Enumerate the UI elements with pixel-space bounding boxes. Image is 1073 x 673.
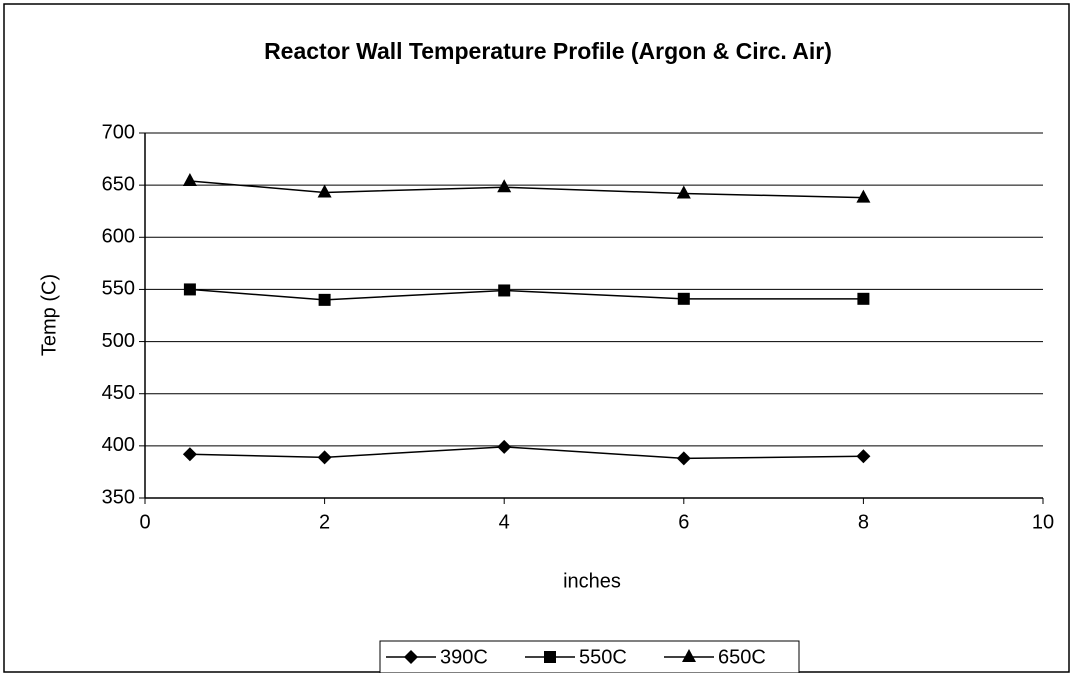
marker [544,651,556,663]
y-tick-label: 700 [102,121,135,143]
marker [682,649,696,662]
y-axis-label: Temp (C) [38,274,60,356]
y-tick-label: 350 [102,486,135,508]
marker [856,189,871,203]
y-tick-label: 500 [102,330,135,352]
legend-label: 650C [718,646,766,668]
y-tick-label: 600 [102,226,135,248]
marker [183,283,196,296]
y-tick-label: 550 [102,278,135,300]
legend-label: 390C [440,646,488,668]
x-tick-label: 6 [678,511,689,533]
x-tick-label: 8 [858,511,869,533]
x-tick-label: 10 [1032,511,1054,533]
x-tick-label: 4 [499,511,510,533]
legend-box [379,640,800,673]
x-tick-label: 0 [139,511,150,533]
marker [318,293,331,306]
marker [182,447,197,462]
y-tick-label: 650 [102,173,135,195]
marker [856,449,871,464]
marker [857,292,870,305]
y-tick-label: 400 [102,434,135,456]
x-axis-label: inches [563,570,621,592]
marker [317,184,332,198]
marker [497,179,512,193]
marker [404,650,418,664]
marker [498,284,511,297]
marker [182,172,197,186]
chart-border [3,3,1070,673]
marker [317,450,332,465]
y-tick-label: 450 [102,382,135,404]
marker [676,185,691,199]
marker [677,292,690,305]
legend-label: 550C [579,646,627,668]
x-tick-label: 2 [319,511,330,533]
marker [497,439,512,454]
chart-title: Reactor Wall Temperature Profile (Argon … [264,38,832,64]
marker [676,451,691,466]
